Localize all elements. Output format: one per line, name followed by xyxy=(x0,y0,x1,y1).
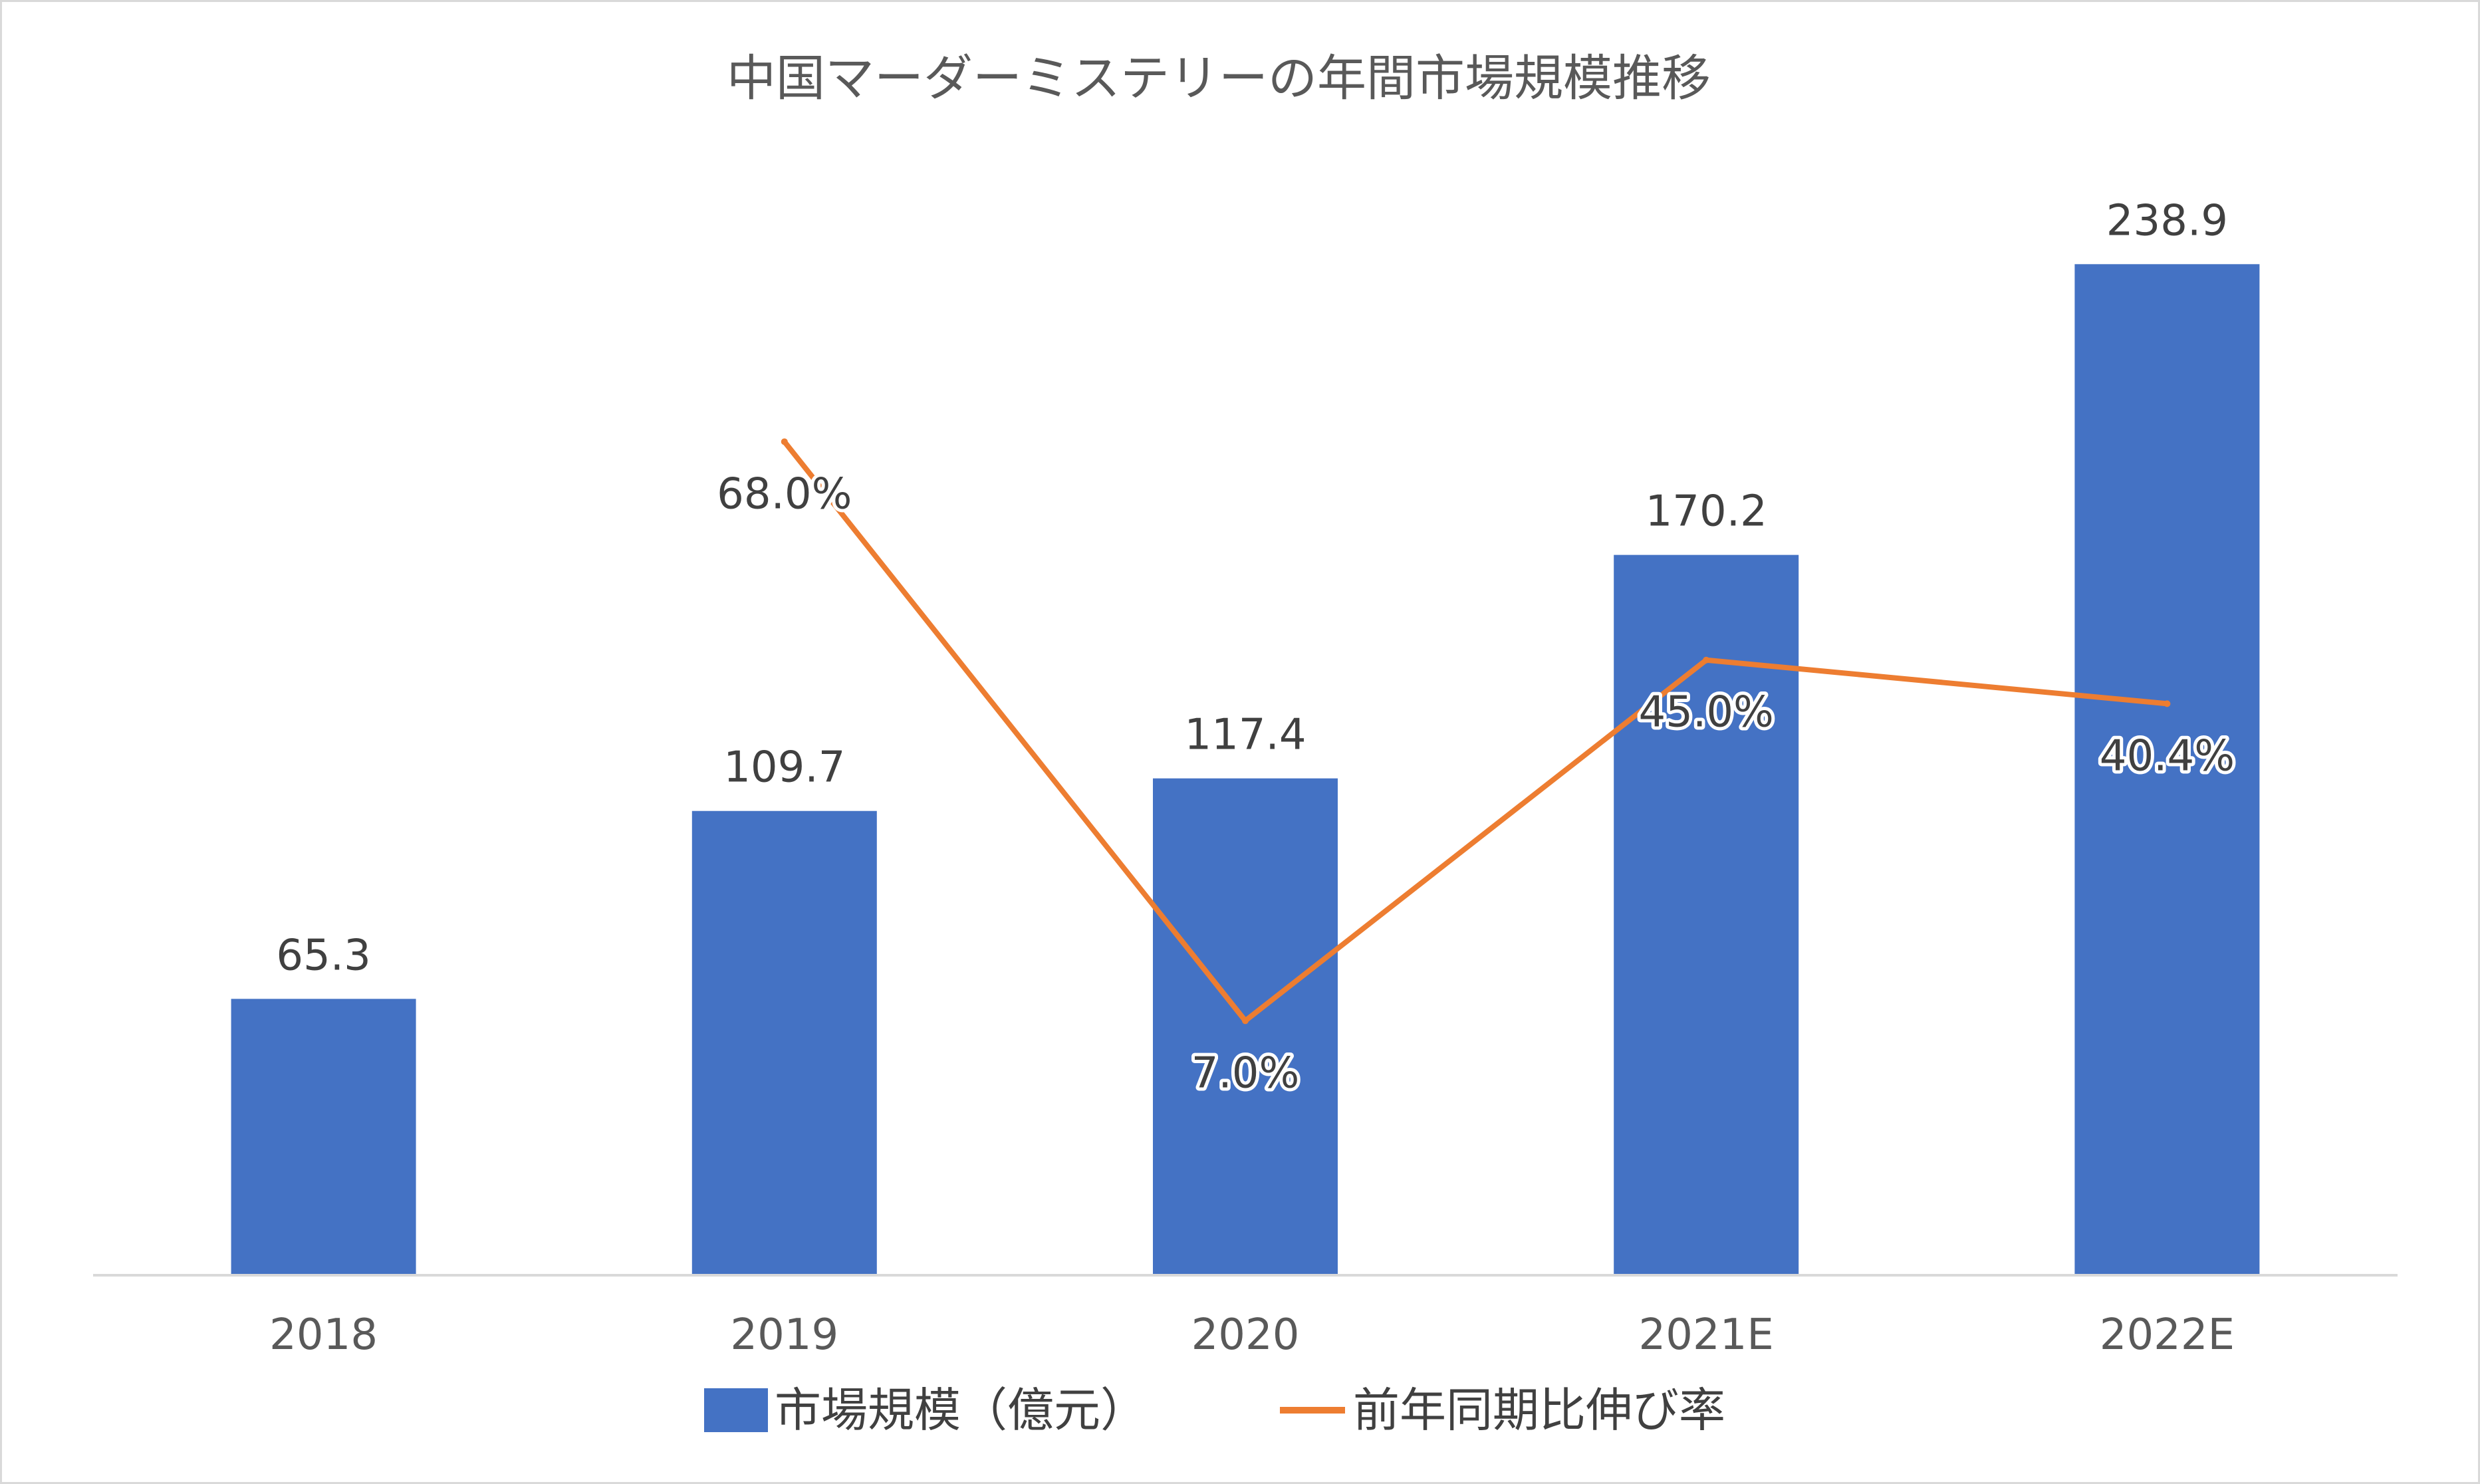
legend-line-label: 前年同期比伸び率 xyxy=(1353,1383,1725,1437)
growth-rate-point-2019 xyxy=(781,438,788,445)
growth-rate-label-2022E: 40.4% xyxy=(2100,731,2235,781)
x-tick-label-2018: 2018 xyxy=(269,1310,378,1360)
growth-rate-line xyxy=(781,439,2170,1024)
bar-value-label-2018: 65.3 xyxy=(276,931,371,980)
x-tick-label-2020: 2020 xyxy=(1191,1310,1300,1360)
legend: 市場規模（億元） 前年同期比伸び率 xyxy=(704,1383,1725,1437)
legend-bar-swatch xyxy=(704,1388,768,1432)
growth-rate-label-2020: 7.0% xyxy=(1191,1049,1300,1098)
growth-rate-label-2019: 68.0% xyxy=(717,469,852,519)
bar-value-label-2021E: 170.2 xyxy=(1646,487,1767,537)
bar-value-label-2022E: 238.9 xyxy=(2106,196,2228,245)
data-labels-layer: 65.3 109.7 117.4 170.2 238.9 68.0% 7.0% 45.0% 40… xyxy=(276,196,2238,1101)
bar-value-label-2020: 117.4 xyxy=(1184,711,1306,760)
x-tick-label-2019: 2019 xyxy=(730,1310,838,1360)
chart-title: 中国マーダーミステリーの年間市場規模推移 xyxy=(727,50,1711,107)
growth-rate-point-2021E xyxy=(1703,656,1710,664)
bar-2018 xyxy=(231,999,416,1275)
growth-line-layer xyxy=(781,438,2171,1025)
legend-bar-label: 市場規模（億元） xyxy=(775,1383,1147,1437)
growth-rate-label-2021E: 45.0% xyxy=(1639,688,1774,737)
growth-rate-point-2022E xyxy=(2164,700,2171,707)
growth-rate-point-2020 xyxy=(1242,1017,1249,1025)
bar-2022E xyxy=(2074,264,2260,1276)
bars-layer xyxy=(231,264,2260,1276)
x-tick-label-2022E: 2022E xyxy=(2100,1310,2235,1360)
bar-value-label-2019: 109.7 xyxy=(723,743,845,793)
x-tick-label-2021E: 2021E xyxy=(1639,1310,1774,1360)
bar-2020 xyxy=(1153,778,1338,1275)
bar-2021E xyxy=(1614,555,1799,1275)
x-tick-labels: 2018 2019 2020 2021E 2022E xyxy=(269,1310,2235,1360)
bar-2019 xyxy=(691,810,877,1275)
